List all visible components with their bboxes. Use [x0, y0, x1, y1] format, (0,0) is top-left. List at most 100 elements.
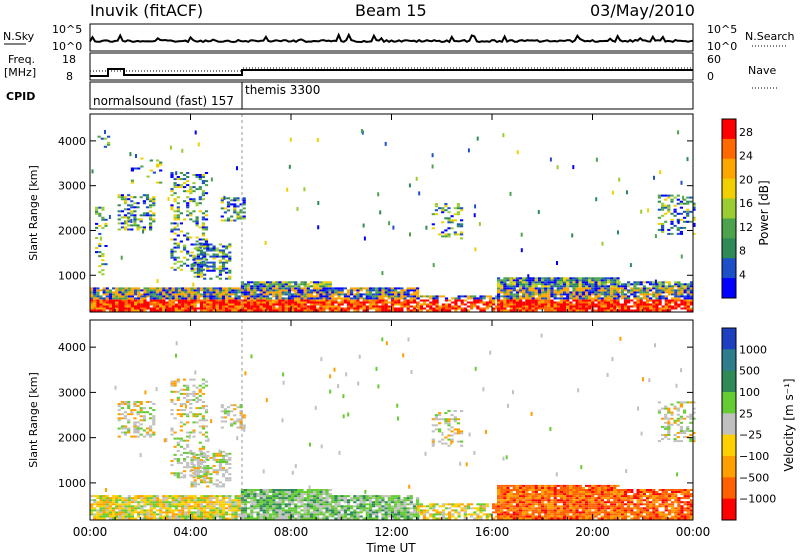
range-gate-cell — [375, 511, 379, 514]
range-gate-cell — [149, 198, 153, 201]
range-gate-cell — [353, 287, 357, 290]
range-gate-cell — [409, 507, 413, 510]
range-gate-cell — [234, 295, 238, 298]
range-gate-cell — [547, 299, 551, 302]
range-gate-cell — [492, 309, 496, 312]
range-gate-cell — [470, 307, 474, 310]
range-gate-cell — [531, 499, 535, 502]
range-gate-cell — [145, 212, 150, 215]
range-gate-cell — [683, 289, 687, 292]
range-gate-cell — [253, 287, 257, 290]
range-gate-cell — [362, 507, 366, 510]
range-gate-cell — [189, 214, 193, 217]
range-gate-cell — [101, 226, 105, 229]
range-gate-cell — [488, 303, 493, 306]
range-gate-cell — [575, 285, 579, 288]
range-gate-cell — [649, 303, 653, 306]
range-gate-cell — [661, 224, 665, 227]
range-gate-cell — [655, 297, 659, 300]
range-gate-cell — [262, 295, 266, 298]
range-gate-cell — [242, 217, 246, 220]
range-gate-cell — [281, 301, 285, 304]
range-gate-cell — [189, 186, 193, 189]
range-gate-cell — [503, 489, 507, 491]
range-gate-cell — [566, 285, 570, 288]
range-gate-cell — [350, 307, 354, 310]
range-gate-cell — [174, 303, 178, 306]
range-gate-cell — [186, 196, 190, 199]
range-gate-cell — [168, 505, 172, 508]
range-gate-cell — [664, 295, 668, 298]
range-gate-cell — [356, 305, 360, 308]
range-gate-cell — [121, 291, 125, 294]
range-gate-cell — [387, 287, 391, 290]
range-gate-cell — [152, 515, 156, 518]
range-gate-cell — [228, 275, 232, 278]
range-gate-cell — [187, 513, 191, 516]
range-gate-cell — [130, 511, 134, 514]
range-gate-cell — [572, 493, 576, 496]
range-gate-cell — [534, 493, 538, 496]
range-gate-cell — [537, 513, 542, 516]
range-gate-cell — [572, 501, 576, 504]
range-gate-cell — [613, 291, 617, 294]
range-gate-cell — [247, 515, 251, 518]
range-gate-cell — [588, 497, 592, 500]
range-gate-cell — [192, 174, 196, 176]
range-gate-cell — [262, 297, 266, 300]
range-gate-cell — [689, 291, 694, 294]
range-gate-cell — [325, 499, 329, 502]
range-gate-cell — [412, 301, 417, 304]
range-gate-cell — [140, 305, 144, 308]
range-gate-cell — [152, 507, 156, 510]
range-gate-cell — [457, 505, 461, 508]
range-gate-cell — [531, 515, 535, 518]
range-gate-cell — [409, 295, 413, 298]
range-gate-cell — [104, 224, 108, 227]
range-gate-cell — [356, 499, 360, 502]
range-gate-cell — [118, 509, 122, 512]
range-gate-cell — [686, 210, 690, 213]
range-gate-cell — [284, 307, 288, 310]
range-gate-cell — [171, 305, 175, 308]
range-gate-cell — [228, 269, 232, 272]
range-gate-cell — [203, 247, 207, 250]
range-gate-cell — [233, 209, 237, 212]
range-gate-cell — [325, 515, 329, 518]
range-gate-cell — [107, 143, 111, 146]
range-gate-cell — [503, 303, 507, 306]
range-gate-cell — [204, 238, 209, 241]
range-gate-cell — [528, 301, 532, 304]
range-gate-cell — [206, 287, 210, 290]
range-gate-cell — [531, 303, 535, 306]
range-gate-cell — [297, 297, 301, 300]
range-gate-cell — [309, 501, 313, 504]
range-gate-cell — [556, 277, 560, 280]
range-gate-cell — [99, 236, 102, 241]
range-gate-cell — [664, 220, 668, 223]
range-gate-cell — [375, 501, 379, 504]
range-gate-cell — [497, 497, 501, 500]
range-gate-cell — [522, 497, 526, 500]
range-gate-cell — [585, 513, 589, 516]
range-gate-cell — [275, 287, 279, 290]
range-gate-cell — [196, 513, 200, 516]
range-gate-cell — [115, 293, 119, 296]
range-gate-cell — [664, 297, 668, 300]
range-gate-cell — [438, 295, 442, 298]
range-gate-cell — [610, 303, 614, 306]
range-gate-cell — [463, 517, 467, 520]
y-tick-label: 4000 — [58, 135, 86, 148]
range-gate-cell — [256, 283, 260, 286]
range-gate-cell — [117, 228, 121, 231]
range-gate-cell — [149, 289, 153, 292]
range-gate-cell — [331, 501, 335, 504]
range-gate-cell — [686, 289, 690, 292]
range-gate-cell — [394, 513, 398, 516]
range-gate-cell — [553, 484, 557, 487]
range-gate-cell — [284, 305, 288, 308]
range-gate-cell — [575, 279, 579, 282]
range-gate-cell — [225, 277, 229, 280]
range-gate-cell — [272, 305, 276, 308]
range-gate-cell — [115, 517, 119, 520]
